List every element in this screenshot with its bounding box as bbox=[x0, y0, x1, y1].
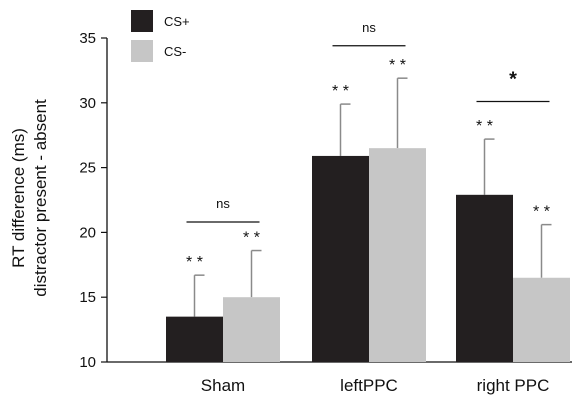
bar-significance-label: * * bbox=[389, 57, 406, 74]
x-tick-label: leftPPC bbox=[340, 376, 398, 395]
bar bbox=[456, 194, 513, 362]
significance-label: * bbox=[509, 69, 517, 91]
bar-significance-label: * * bbox=[533, 204, 550, 221]
y-axis-label-line1: RT difference (ms) bbox=[9, 128, 28, 268]
y-tick-label: 30 bbox=[79, 95, 96, 112]
legend-label: CS+ bbox=[164, 14, 190, 29]
bar bbox=[369, 148, 426, 362]
bar-significance-label: * * bbox=[332, 83, 349, 100]
y-axis-label-line2: distractor present - absent bbox=[31, 99, 50, 297]
bar-significance-label: * * bbox=[186, 254, 203, 271]
x-tick-label: Sham bbox=[201, 376, 245, 395]
bar bbox=[312, 155, 369, 362]
x-tick-label: right PPC bbox=[477, 376, 550, 395]
bar bbox=[166, 316, 223, 362]
annotations: ns ns * bbox=[186, 20, 550, 223]
y-tick-label: 15 bbox=[79, 289, 96, 306]
legend-swatch bbox=[131, 10, 153, 32]
bar-significance-label: * * bbox=[243, 230, 260, 247]
bar bbox=[513, 277, 570, 362]
legend-label: CS- bbox=[164, 44, 186, 59]
y-tick-label: 35 bbox=[79, 30, 96, 47]
legend-swatch bbox=[131, 40, 153, 62]
bars: * * * * * * * * * * * * bbox=[166, 57, 570, 362]
bar bbox=[223, 297, 280, 362]
significance-label: ns bbox=[216, 196, 230, 211]
y-tick-label: 10 bbox=[79, 354, 96, 371]
legend: CS+ CS- bbox=[131, 10, 190, 62]
y-tick-label: 25 bbox=[79, 160, 96, 177]
bar-significance-label: * * bbox=[476, 118, 493, 135]
significance-label: ns bbox=[362, 20, 376, 35]
y-tick-label: 20 bbox=[79, 224, 96, 241]
axes: 10 15 20 25 30 35 Sham leftPPC right PPC bbox=[79, 30, 572, 395]
